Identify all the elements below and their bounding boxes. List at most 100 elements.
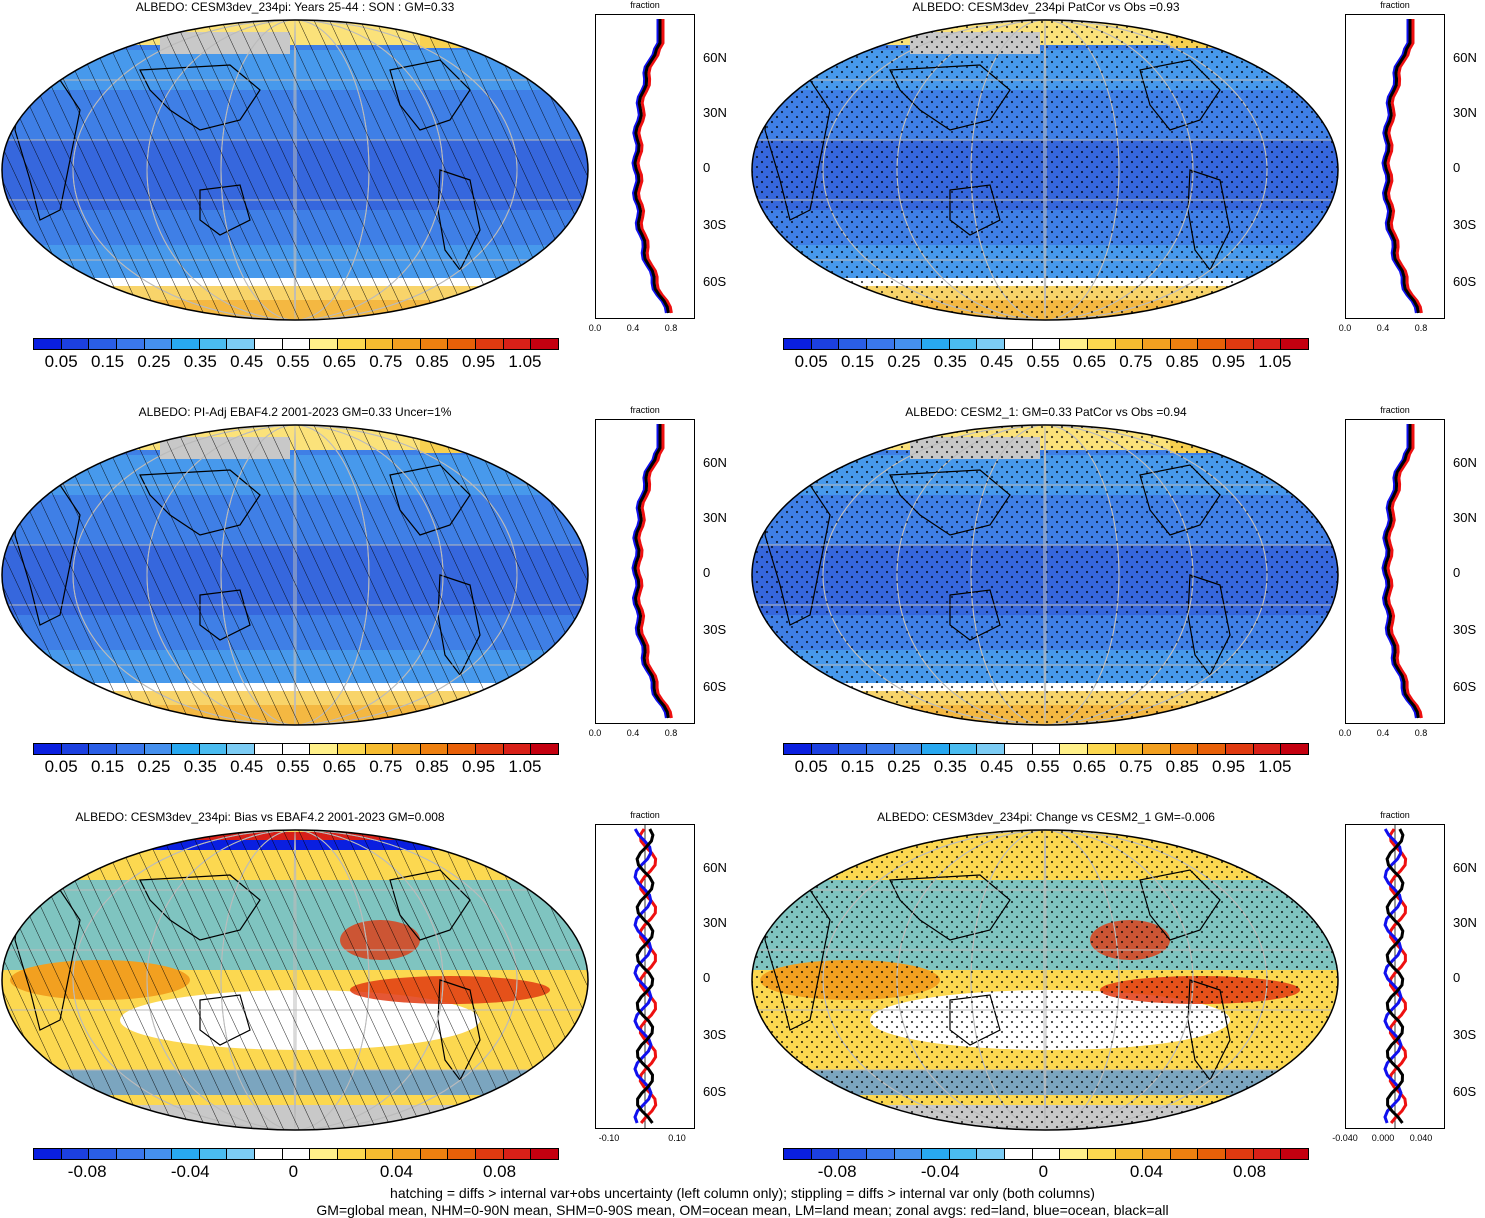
zonal-header: fraction xyxy=(1380,0,1410,10)
colorbar-label: -0.04 xyxy=(170,1162,210,1181)
colorbar-segment xyxy=(531,1149,558,1159)
colorbar-segment xyxy=(811,339,840,349)
latitude-label: 60S xyxy=(703,679,727,694)
zonal-x-tick: 0.4 xyxy=(1376,323,1390,333)
zonal-line xyxy=(1383,424,1420,719)
colorbar-label: 0.35 xyxy=(933,352,967,371)
colorbar-segment xyxy=(365,339,394,349)
latitude-label: 30N xyxy=(703,510,727,525)
colorbar-segment xyxy=(144,1149,173,1159)
colorbar-label: 0.95 xyxy=(1212,352,1246,371)
colorbar-labels: -0.08 -0.04 0 0.04 0.08 xyxy=(783,1162,1309,1182)
zonal-x-tick: 0.4 xyxy=(1376,728,1390,738)
world-map xyxy=(751,829,1339,1131)
colorbar-labels: 0.05 0.15 0.25 0.35 0.45 0.55 0.65 0.75 0.85 0.95… xyxy=(783,757,1309,777)
colorbar-segment xyxy=(310,1149,338,1159)
colorbar-segment xyxy=(894,339,923,349)
zonal-lines xyxy=(1381,19,1423,314)
zonal-line xyxy=(1383,19,1420,314)
colorbar-segment xyxy=(949,744,978,754)
colorbar-segment xyxy=(1253,744,1282,754)
colorbar-segment xyxy=(784,339,812,349)
map-panel-2: ALBEDO: CESM3dev_234pi PatCor vs Obs =0.… xyxy=(750,0,1485,400)
colorbar-segment xyxy=(89,1149,117,1159)
colorbar-segment xyxy=(1253,339,1282,349)
zonal-x-tick: 0.0 xyxy=(588,728,602,738)
colorbar-segment xyxy=(1087,339,1116,349)
zonal-header: fraction xyxy=(630,0,660,10)
zonal-x-tick: 0.8 xyxy=(1414,323,1428,333)
colorbar-label: 0.55 xyxy=(276,757,310,776)
colorbar-label: 0.35 xyxy=(183,352,217,371)
colorbar-label: 1.05 xyxy=(508,757,542,776)
latitude-label: 30N xyxy=(703,105,727,120)
zonal-mean-plot xyxy=(1345,419,1445,724)
map-title: ALBEDO: CESM3dev_234pi PatCor vs Obs =0.… xyxy=(912,0,1180,14)
colorbar-label: 0.15 xyxy=(840,757,875,776)
map-panel-1: ALBEDO: CESM3dev_234pi: Years 25-44 : SO… xyxy=(0,0,740,400)
colorbar-segment xyxy=(448,339,476,349)
colorbar-label: -0.08 xyxy=(67,1162,107,1181)
latitude-label: 60N xyxy=(703,455,727,470)
colorbar-segment xyxy=(199,339,228,349)
colorbar-segment xyxy=(1032,744,1061,754)
colorbar-segment xyxy=(255,1149,283,1159)
colorbar-segment xyxy=(172,744,200,754)
colorbar-segment xyxy=(1115,339,1144,349)
colorbar-segment xyxy=(282,1149,311,1159)
colorbar-label: 0.45 xyxy=(230,757,264,776)
colorbar-segment xyxy=(116,744,145,754)
colorbar-segment xyxy=(61,744,90,754)
zonal-header: fraction xyxy=(630,810,660,820)
zonal-header: fraction xyxy=(1380,810,1410,820)
map-panel-6: ALBEDO: CESM3dev_234pi: Change vs CESM2_… xyxy=(750,810,1485,1210)
zonal-x-tick: 0.000 xyxy=(1371,1133,1395,1143)
latitude-label: 30N xyxy=(1453,510,1477,525)
latitude-label: 60N xyxy=(1453,455,1477,470)
colorbar-segment xyxy=(420,1149,449,1159)
colorbar-label: 0.04 xyxy=(1129,1162,1163,1181)
latitude-label: 0 xyxy=(1453,565,1461,580)
colorbar-label: 0.35 xyxy=(183,757,217,776)
zonal-x-tick: 0.8 xyxy=(664,728,678,738)
colorbar-segment xyxy=(949,1149,978,1159)
colorbar-segment xyxy=(977,339,1005,349)
colorbar-segment xyxy=(784,744,812,754)
colorbar-label: 0.85 xyxy=(415,352,449,371)
zonal-line xyxy=(1385,828,1405,1124)
latitude-label: 60N xyxy=(1453,860,1477,875)
zonal-mean-plot xyxy=(595,14,695,319)
colorbar-label: 0.95 xyxy=(462,352,496,371)
colorbar-segment xyxy=(977,1149,1005,1159)
latitude-label: 60N xyxy=(1453,50,1477,65)
colorbar-segment xyxy=(1198,339,1226,349)
colorbar-labels: -0.08 -0.04 0 0.04 0.08 xyxy=(33,1162,559,1182)
zonal-x-tick: 0.0 xyxy=(1338,323,1352,333)
map-title: ALBEDO: CESM3dev_234pi: Years 25-44 : SO… xyxy=(135,0,455,14)
colorbar-segment xyxy=(503,1149,532,1159)
zonal-line xyxy=(633,828,653,1124)
colorbar-labels: 0.05 0.15 0.25 0.35 0.45 0.55 0.65 0.75 0.85 0.95… xyxy=(33,352,559,372)
latitude-label: 60S xyxy=(703,1084,727,1099)
map-title: ALBEDO: CESM3dev_234pi: Bias vs EBAF4.2 … xyxy=(75,810,445,824)
colorbar-label: 0.95 xyxy=(1212,757,1246,776)
zonal-lines xyxy=(1381,424,1423,719)
latitude-label: 60S xyxy=(1453,679,1477,694)
colorbar-segment xyxy=(1143,1149,1171,1159)
colorbar-segment xyxy=(894,1149,923,1159)
zonal-line xyxy=(631,424,668,719)
colorbar-segment xyxy=(255,339,283,349)
colorbar-segment xyxy=(949,339,978,349)
colorbar-label: -0.04 xyxy=(920,1162,960,1181)
zonal-lines xyxy=(631,424,673,719)
map-title: ALBEDO: PI-Adj EBAF4.2 2001-2023 GM=0.33… xyxy=(138,405,452,419)
colorbar-segment xyxy=(227,339,255,349)
colorbar-label: 1.05 xyxy=(1258,757,1292,776)
colorbar-segment xyxy=(255,744,283,754)
zonal-line xyxy=(636,424,673,719)
colorbar-segment xyxy=(1060,1149,1088,1159)
zonal-line xyxy=(635,828,655,1124)
colorbar-segment xyxy=(393,339,421,349)
world-map xyxy=(1,829,589,1131)
map-panel-5: ALBEDO: CESM3dev_234pi: Bias vs EBAF4.2 … xyxy=(0,810,740,1210)
